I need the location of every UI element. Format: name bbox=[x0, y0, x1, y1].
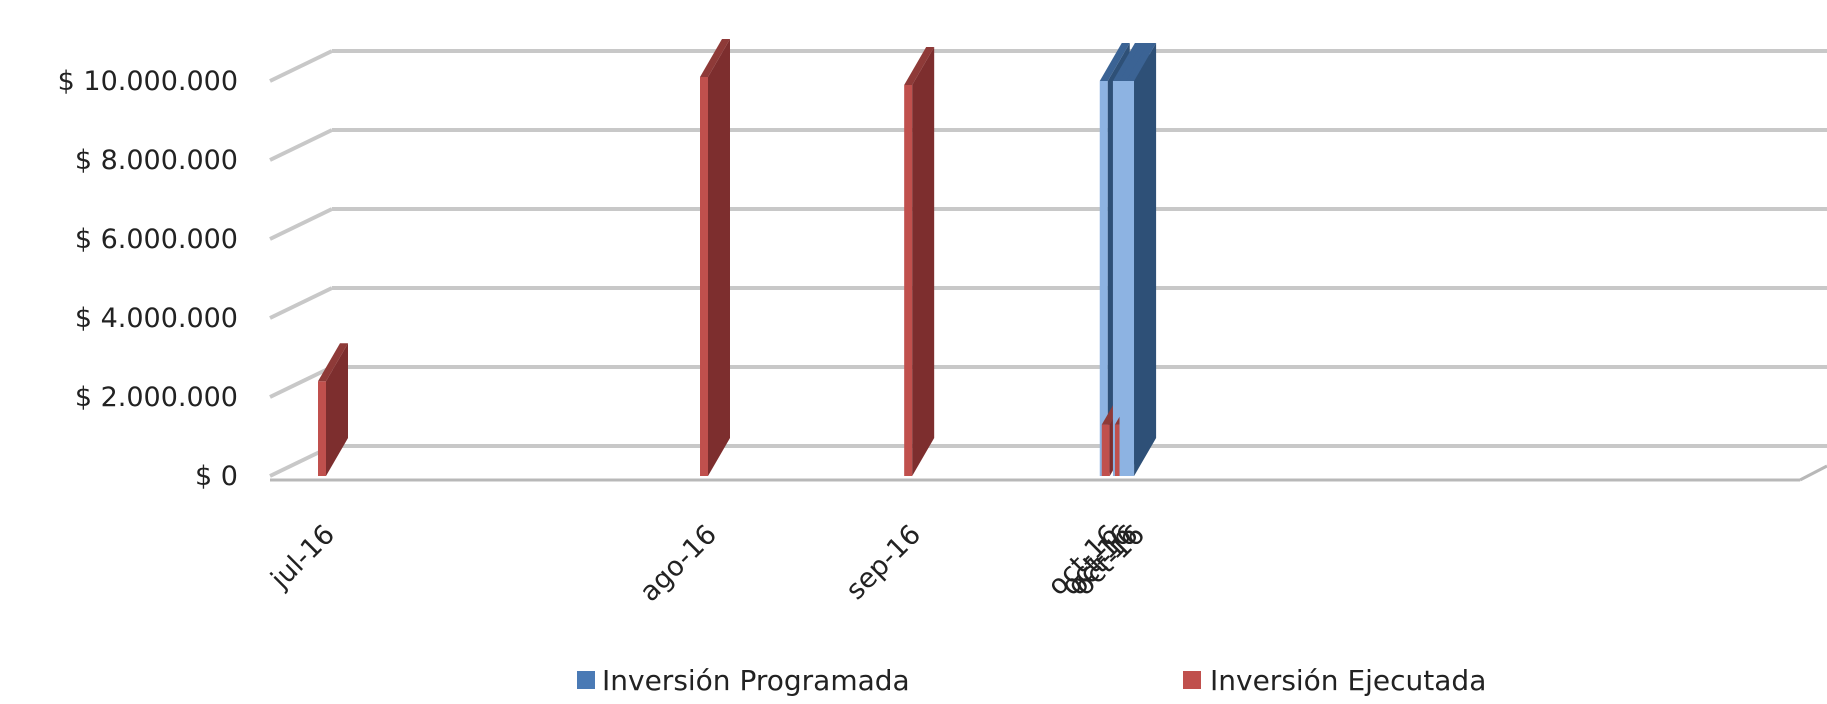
legend: Inversión Programada Inversión Ejecutada bbox=[577, 664, 1486, 697]
bar-ejecutada-top bbox=[700, 39, 730, 78]
gridline-depth bbox=[269, 365, 333, 399]
y-tick-label: $ 2.000.000 bbox=[75, 382, 238, 413]
y-tick-label: $ 8.000.000 bbox=[75, 145, 238, 176]
bar-programada-top bbox=[1119, 43, 1150, 81]
x-tick-label: jul-16 bbox=[264, 519, 341, 596]
gridline-depth bbox=[269, 286, 333, 320]
bar-programada-top bbox=[1112, 43, 1143, 81]
legend-label-ejecutada: Inversión Ejecutada bbox=[1210, 664, 1486, 697]
y-tick-label: $ 0 bbox=[195, 461, 238, 492]
floor-edge-depth bbox=[1799, 464, 1827, 482]
gridline-depth bbox=[269, 207, 333, 241]
bar-ejecutada-front bbox=[700, 77, 708, 477]
bar-programada-front bbox=[1119, 81, 1128, 476]
bar-ejecutada-top bbox=[904, 46, 935, 85]
y-tick-label: $ 4.000.000 bbox=[75, 303, 238, 334]
bar-programada-top bbox=[1126, 43, 1157, 81]
legend-swatch-programada bbox=[577, 671, 595, 689]
bar-ejecutada-front bbox=[318, 381, 326, 476]
bar-ejecutada-top bbox=[318, 343, 348, 382]
x-tick-label: ago-16 bbox=[634, 519, 723, 608]
legend-swatch-ejecutada bbox=[1183, 671, 1201, 689]
grid-layer bbox=[269, 49, 1827, 482]
bar-ejecutada bbox=[700, 39, 730, 477]
bar-layer bbox=[318, 39, 1157, 477]
bar-programada-front bbox=[1099, 81, 1108, 476]
gridline-depth bbox=[269, 49, 333, 83]
x-tick-label: sep-16 bbox=[840, 519, 927, 606]
bar-programada-side bbox=[1134, 43, 1157, 476]
bar-ejecutada-side bbox=[912, 46, 935, 476]
bar-ejecutada-side bbox=[326, 343, 348, 476]
bar-programada-front bbox=[1126, 81, 1135, 476]
bar-ejecutada bbox=[318, 343, 348, 476]
label-layer: $ 0 $ 2.000.000 $ 4.000.000 $ 6.000.000 $ 8.… bbox=[58, 66, 1151, 608]
bar-ejecutada-front bbox=[904, 84, 913, 476]
bar-programada bbox=[1126, 43, 1157, 476]
legend-label-programada: Inversión Programada bbox=[602, 664, 910, 697]
bar-programada-front bbox=[1112, 81, 1121, 476]
gridline-depth bbox=[269, 128, 333, 162]
bar-programada-top bbox=[1099, 43, 1130, 81]
bar-ejecutada bbox=[904, 46, 935, 476]
y-tick-label: $ 10.000.000 bbox=[58, 66, 238, 97]
y-tick-label: $ 6.000.000 bbox=[75, 224, 238, 255]
bar-ejecutada-side bbox=[708, 39, 730, 477]
bar-ejecutada-front bbox=[1101, 424, 1110, 476]
